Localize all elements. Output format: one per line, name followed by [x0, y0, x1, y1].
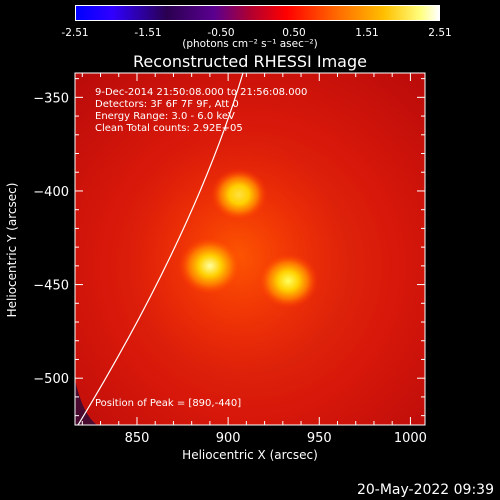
x-tick-label: 1000: [394, 431, 427, 446]
footer-date: 20-May-2022 09:39: [356, 482, 494, 498]
y-tick-label: −350: [33, 91, 69, 106]
colorbar-tick-label: -2.51: [61, 27, 89, 39]
colorbar-tick-label: -1.51: [134, 27, 162, 39]
y-tick-label: −450: [33, 279, 69, 294]
colorbar-tick-label: 1.51: [355, 27, 379, 39]
y-tick-label: −400: [33, 185, 69, 200]
colorbar-tick-label: 0.50: [282, 27, 306, 39]
y-axis-label: Heliocentric Y (arcsec): [5, 182, 19, 318]
x-tick-label: 900: [216, 431, 241, 446]
anno-time: 9-Dec-2014 21:50:08.000 to 21:56:08.000: [95, 87, 308, 98]
anno-method: Clean Total counts: 2.92E+05: [95, 123, 243, 134]
chart-title: Reconstructed RHESSI Image: [133, 52, 367, 71]
x-tick-label: 950: [307, 431, 332, 446]
colorbar-tick-label: 2.51: [428, 27, 452, 39]
solar-limb-line: [77, 73, 244, 425]
x-tick-label: 850: [125, 431, 150, 446]
hxr-source-1: [177, 236, 242, 296]
anno-peak: Position of Peak = [890,-440]: [95, 398, 242, 409]
colorbar-tick-label: -0.50: [207, 27, 235, 39]
off-limb-region: [75, 380, 97, 425]
anno-detectors: Detectors: 3F 6F 7F 9F, Att 0: [95, 99, 239, 110]
anno-energy: Energy Range: 3.0 - 6.0 keV: [95, 111, 235, 122]
x-axis-label: Heliocentric X (arcsec): [182, 448, 318, 462]
y-tick-label: −500: [33, 372, 69, 387]
hxr-source-3: [210, 168, 268, 222]
colorbar-units: (photons cm⁻² s⁻¹ asec⁻²): [182, 38, 318, 50]
plot-frame: [74, 72, 426, 426]
hxr-source-2: [258, 252, 319, 309]
colorbar: [75, 5, 440, 21]
